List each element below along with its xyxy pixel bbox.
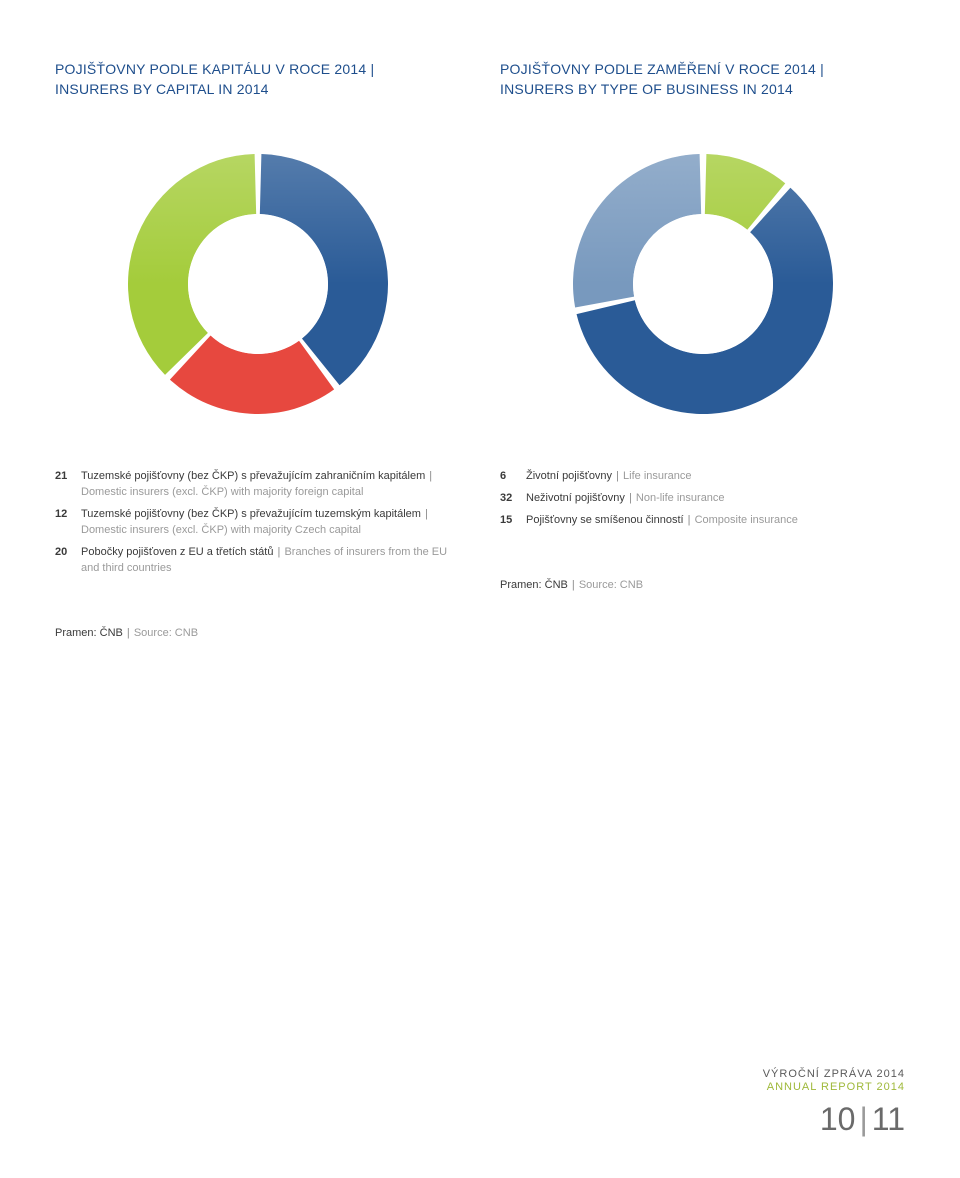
right-chart-title: POJIŠŤOVNY PODLE ZAMĚŘENÍ V ROCE 2014 | … [500,60,905,99]
right-column: POJIŠŤOVNY PODLE ZAMĚŘENÍ V ROCE 2014 | … [500,60,905,639]
legend-value: 15 [500,513,526,529]
legend-label: Tuzemské pojišťovny (bez ČKP) s převažuj… [81,507,460,539]
left-column: POJIŠŤOVNY PODLE KAPITÁLU V ROCE 2014 | … [55,60,460,639]
page-footer: VÝROČNÍ ZPRÁVA 2014 ANNUAL REPORT 2014 1… [763,1068,905,1138]
footer-page-numbers: 10|11 [763,1101,905,1138]
left-chart-title: POJIŠŤOVNY PODLE KAPITÁLU V ROCE 2014 | … [55,60,460,99]
legend-row: 21Tuzemské pojišťovny (bez ČKP) s převaž… [55,469,460,501]
legend-label: Tuzemské pojišťovny (bez ČKP) s převažuj… [81,469,460,501]
footer-report-title-cz: VÝROČNÍ ZPRÁVA 2014 [763,1068,905,1080]
donut-hole [188,214,328,354]
legend-value: 6 [500,469,526,485]
left-source-secondary: Source: CNB [134,627,198,639]
left-source: Pramen: ČNB | Source: CNB [55,627,460,639]
right-donut-container [500,154,905,414]
donut-hole [633,214,773,354]
right-title-line2: INSURERS BY TYPE OF BUSINESS IN 2014 [500,80,905,100]
left-title-line2: INSURERS BY CAPITAL IN 2014 [55,80,460,100]
legend-value: 32 [500,491,526,507]
footer-page-right: 11 [872,1101,905,1137]
left-donut-chart [128,154,388,414]
footer-report-title-en: ANNUAL REPORT 2014 [763,1081,905,1093]
legend-value: 20 [55,545,81,577]
legend-row: 32Neživotní pojišťovny | Non-life insura… [500,491,905,507]
legend-row: 15Pojišťovny se smíšenou činností | Comp… [500,513,905,529]
right-source-secondary: Source: CNB [579,579,643,591]
legend-label: Neživotní pojišťovny | Non-life insuranc… [526,491,725,507]
left-source-primary: Pramen: ČNB [55,627,123,639]
legend-row: 6Životní pojišťovny | Life insurance [500,469,905,485]
two-column-layout: POJIŠŤOVNY PODLE KAPITÁLU V ROCE 2014 | … [55,60,905,639]
legend-label: Životní pojišťovny | Life insurance [526,469,692,485]
right-donut-chart [573,154,833,414]
left-title-line1: POJIŠŤOVNY PODLE KAPITÁLU V ROCE 2014 | [55,60,460,80]
right-legend: 6Životní pojišťovny | Life insurance32Ne… [500,469,905,529]
footer-page-left: 10 [820,1101,856,1137]
left-donut-container [55,154,460,414]
right-source: Pramen: ČNB | Source: CNB [500,579,905,591]
legend-value: 21 [55,469,81,501]
legend-row: 20Pobočky pojišťoven z EU a třetích stát… [55,545,460,577]
legend-value: 12 [55,507,81,539]
legend-label: Pobočky pojišťoven z EU a třetích států … [81,545,460,577]
right-title-line1: POJIŠŤOVNY PODLE ZAMĚŘENÍ V ROCE 2014 | [500,60,905,80]
legend-label: Pojišťovny se smíšenou činností | Compos… [526,513,798,529]
right-source-primary: Pramen: ČNB [500,579,568,591]
left-legend: 21Tuzemské pojišťovny (bez ČKP) s převaž… [55,469,460,577]
legend-row: 12Tuzemské pojišťovny (bez ČKP) s převaž… [55,507,460,539]
